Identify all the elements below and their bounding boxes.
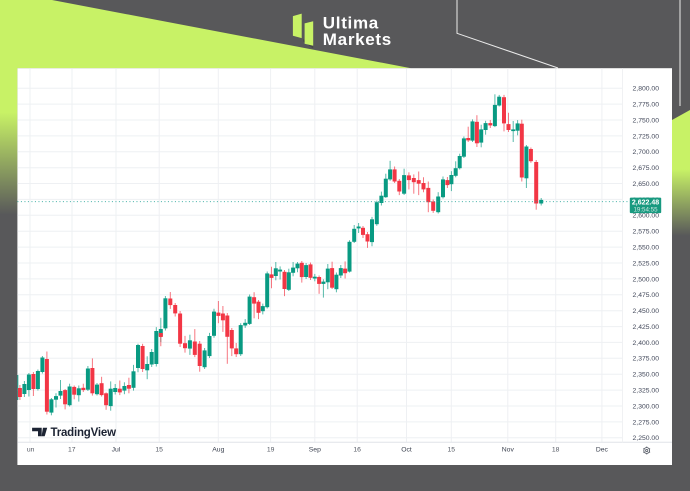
- svg-text:2,300.00: 2,300.00: [633, 403, 660, 410]
- svg-text:2,725.00: 2,725.00: [633, 133, 660, 140]
- svg-text:2,750.00: 2,750.00: [633, 117, 660, 124]
- svg-text:17: 17: [68, 447, 76, 454]
- svg-text:2,500.00: 2,500.00: [633, 276, 660, 283]
- svg-text:2,575.00: 2,575.00: [633, 229, 660, 236]
- svg-text:2,350.00: 2,350.00: [633, 372, 660, 379]
- svg-text:2,375.00: 2,375.00: [633, 356, 660, 363]
- svg-text:19: 19: [267, 447, 275, 454]
- svg-text:2,775.00: 2,775.00: [633, 102, 660, 109]
- svg-text:2,400.00: 2,400.00: [633, 340, 660, 347]
- svg-text:2,275.00: 2,275.00: [633, 419, 660, 426]
- svg-text:16: 16: [353, 447, 361, 454]
- svg-text:18: 18: [552, 447, 560, 454]
- svg-text:2,700.00: 2,700.00: [633, 149, 660, 156]
- svg-text:2,250.00: 2,250.00: [633, 435, 660, 442]
- svg-text:2,675.00: 2,675.00: [633, 165, 660, 172]
- svg-text:Dec: Dec: [596, 447, 609, 454]
- svg-text:TradingView: TradingView: [51, 427, 117, 439]
- svg-text:15: 15: [448, 447, 456, 454]
- svg-text:2,600.00: 2,600.00: [633, 213, 660, 220]
- svg-text:Oct: Oct: [401, 447, 412, 454]
- svg-text:2,525.00: 2,525.00: [633, 260, 660, 267]
- svg-text:15: 15: [155, 447, 163, 454]
- svg-text:Ultima: Ultima: [323, 13, 379, 32]
- svg-text:Aug: Aug: [212, 447, 224, 454]
- svg-text:2,622.48: 2,622.48: [632, 199, 659, 206]
- svg-text:un: un: [27, 447, 35, 454]
- svg-text:2,800.00: 2,800.00: [633, 86, 660, 93]
- svg-text:Jul: Jul: [112, 447, 121, 454]
- svg-text:Sep: Sep: [309, 447, 321, 454]
- svg-text:2,550.00: 2,550.00: [633, 245, 660, 252]
- svg-text:19:54:55: 19:54:55: [633, 206, 658, 213]
- svg-text:Markets: Markets: [323, 30, 392, 49]
- svg-text:2,425.00: 2,425.00: [633, 324, 660, 331]
- svg-text:2,650.00: 2,650.00: [633, 181, 660, 188]
- svg-text:2,475.00: 2,475.00: [633, 292, 660, 299]
- svg-text:Nov: Nov: [502, 447, 515, 454]
- svg-text:2,325.00: 2,325.00: [633, 388, 660, 395]
- svg-text:2,450.00: 2,450.00: [633, 308, 660, 315]
